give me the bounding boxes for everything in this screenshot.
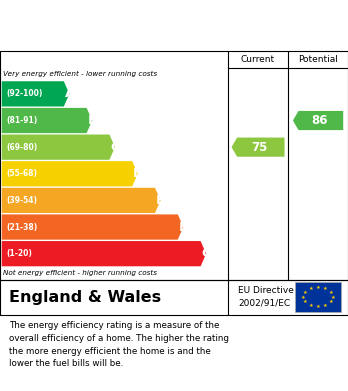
Text: ★: ★: [329, 290, 333, 295]
Text: ★: ★: [316, 285, 321, 290]
Text: ★: ★: [323, 287, 328, 291]
Polygon shape: [2, 214, 183, 240]
Text: (81-91): (81-91): [6, 116, 37, 125]
Text: ★: ★: [303, 290, 308, 295]
Text: ★: ★: [301, 295, 306, 300]
Text: B: B: [87, 114, 97, 127]
Polygon shape: [231, 138, 285, 157]
Text: ★: ★: [330, 295, 335, 300]
Polygon shape: [2, 135, 115, 160]
Text: Very energy efficient - lower running costs: Very energy efficient - lower running co…: [3, 71, 158, 77]
Text: (21-38): (21-38): [6, 222, 37, 231]
Text: (69-80): (69-80): [6, 143, 37, 152]
Text: ★: ★: [316, 304, 321, 309]
Text: ★: ★: [329, 300, 333, 304]
Text: Energy Efficiency Rating: Energy Efficiency Rating: [9, 19, 211, 34]
Polygon shape: [2, 81, 69, 106]
Bar: [295, 282, 341, 312]
Text: G: G: [201, 247, 212, 260]
Text: (39-54): (39-54): [6, 196, 37, 205]
Text: 86: 86: [311, 114, 328, 127]
Polygon shape: [2, 108, 92, 133]
Text: ★: ★: [308, 287, 313, 291]
Polygon shape: [293, 111, 343, 130]
Polygon shape: [2, 161, 138, 187]
Text: (92-100): (92-100): [6, 90, 42, 99]
Text: C: C: [110, 141, 120, 154]
Text: E: E: [156, 194, 165, 207]
Text: D: D: [133, 167, 144, 180]
Text: England & Wales: England & Wales: [9, 290, 161, 305]
Text: ★: ★: [308, 303, 313, 308]
Text: (55-68): (55-68): [6, 169, 37, 178]
Text: ★: ★: [303, 300, 308, 304]
Text: A: A: [64, 87, 75, 100]
Text: F: F: [179, 221, 188, 233]
Text: The energy efficiency rating is a measure of the
overall efficiency of a home. T: The energy efficiency rating is a measur…: [9, 321, 229, 368]
Text: Potential: Potential: [298, 55, 338, 64]
Text: Current: Current: [241, 55, 275, 64]
Text: ★: ★: [323, 303, 328, 308]
Text: Not energy efficient - higher running costs: Not energy efficient - higher running co…: [3, 270, 158, 276]
Polygon shape: [2, 188, 160, 213]
Text: EU Directive
2002/91/EC: EU Directive 2002/91/EC: [238, 287, 294, 308]
Text: 75: 75: [252, 141, 268, 154]
Polygon shape: [2, 241, 206, 266]
Text: (1-20): (1-20): [6, 249, 32, 258]
